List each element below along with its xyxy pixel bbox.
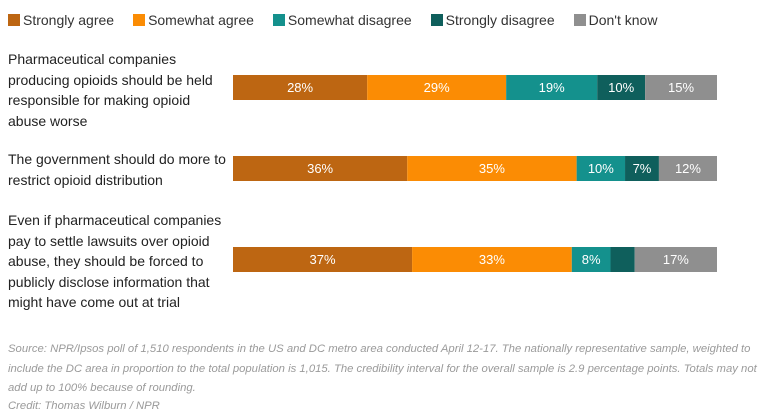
source-note: Source: NPR/Ipsos poll of 1,510 responde… — [8, 343, 757, 394]
legend-label: Somewhat agree — [148, 12, 254, 28]
bar-segment — [233, 156, 408, 181]
bar-segment — [571, 247, 611, 272]
bar-segment — [610, 247, 635, 272]
bar-segment — [576, 156, 626, 181]
chart-legend: Strongly agree Somewhat agree Somewhat dis… — [8, 11, 676, 29]
bar-segment — [625, 156, 659, 181]
bar-segment — [233, 247, 413, 272]
data-label: 36% — [307, 161, 333, 176]
data-label: 12% — [675, 161, 701, 176]
bar-segment — [634, 247, 717, 272]
bar-segment — [412, 247, 572, 272]
bar-segment — [233, 75, 368, 100]
bar-segment — [658, 156, 717, 181]
legend-label: Strongly disagree — [445, 12, 555, 28]
data-label: 33% — [479, 252, 505, 267]
legend-label: Don't know — [588, 12, 658, 28]
legend-swatch — [272, 14, 285, 26]
bar-segment — [407, 156, 577, 181]
data-label: 19% — [539, 80, 565, 95]
data-label: 28% — [287, 80, 313, 95]
data-label: 10% — [588, 161, 614, 176]
legend-swatch — [573, 14, 586, 26]
legend-item: Strongly agree — [8, 12, 114, 28]
data-label: 29% — [424, 80, 450, 95]
legend-item: Somewhat agree — [133, 12, 254, 28]
data-label: 15% — [668, 80, 694, 95]
legend-item: Strongly disagree — [430, 12, 555, 28]
bar-segment — [506, 75, 598, 100]
legend-label: Strongly agree — [23, 12, 115, 28]
legend-label: Somewhat disagree — [287, 12, 412, 28]
data-label: 17% — [663, 252, 689, 267]
statement-3: Even if pharmaceutical companies pay to … — [8, 212, 222, 310]
data-label: 37% — [310, 252, 336, 267]
data-label: 35% — [479, 161, 505, 176]
legend-item: Somewhat disagree — [272, 12, 412, 28]
bar-segment — [645, 75, 717, 100]
legend-item: Don't know — [573, 12, 658, 28]
statement-1: Pharmaceutical companies producing opioi… — [8, 51, 213, 129]
statement-2: The government should do more to restric… — [8, 151, 226, 188]
data-label: 10% — [608, 80, 634, 95]
legend-swatch — [8, 14, 20, 26]
credit-line: Credit: Thomas Wilburn / NPR — [8, 400, 160, 412]
legend-swatch — [133, 14, 146, 26]
data-label: 8% — [582, 252, 601, 267]
bar-segment — [597, 75, 646, 100]
legend-swatch — [430, 14, 443, 26]
data-label: 7% — [633, 161, 652, 176]
bar-segment — [367, 75, 507, 100]
